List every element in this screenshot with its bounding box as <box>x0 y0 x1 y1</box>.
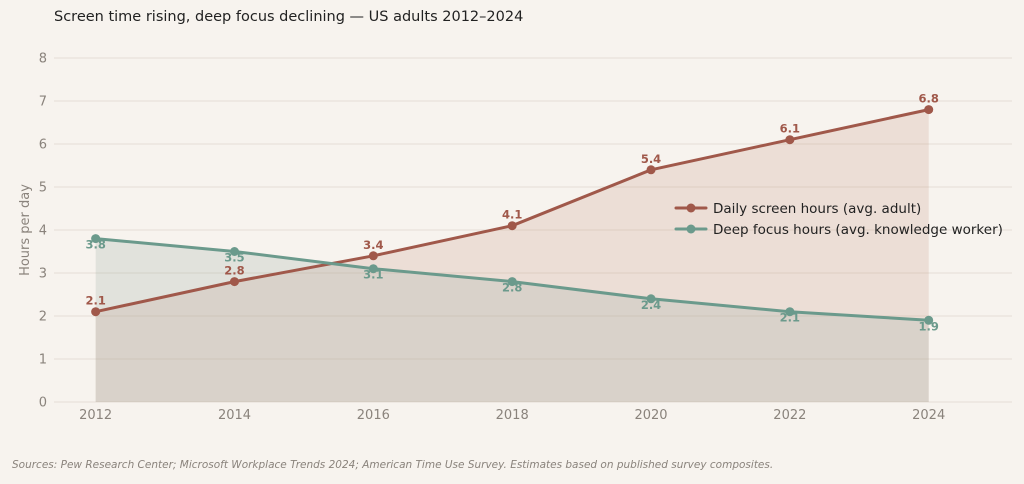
y-tick-label: 0 <box>39 396 47 411</box>
data-point <box>924 315 934 325</box>
data-point <box>646 165 656 175</box>
y-tick-label: 7 <box>39 95 47 110</box>
y-tick-label: 4 <box>39 224 47 239</box>
data-label: 2.1 <box>780 311 800 325</box>
y-tick-label: 3 <box>39 267 47 282</box>
x-tick-label: 2022 <box>773 408 806 423</box>
chart-title: Screen time rising, deep focus declining… <box>54 9 524 25</box>
legend: Daily screen hours (avg. adult) Deep focu… <box>674 201 1003 238</box>
x-tick-label: 2024 <box>912 408 945 423</box>
data-point <box>229 277 239 287</box>
legend-swatch-marker <box>686 203 696 213</box>
y-axis-title: Hours per day <box>18 184 33 276</box>
data-label: 6.1 <box>780 122 800 136</box>
data-labels: 2.1 2.8 3.4 4.1 5.4 6.1 6.8 3.8 3.5 3.1 2.8 2.4 2.1 1… <box>85 92 938 334</box>
data-label: 2.4 <box>641 298 661 312</box>
y-tick-label: 2 <box>39 310 47 325</box>
x-tick-label: 2016 <box>357 408 390 423</box>
data-point <box>785 135 795 145</box>
data-label: 5.4 <box>641 152 661 166</box>
data-point <box>229 247 239 256</box>
series-area-2 <box>95 238 929 402</box>
x-tick-label: 2020 <box>634 408 667 423</box>
data-points <box>91 105 934 325</box>
data-label: 3.5 <box>224 251 244 265</box>
x-tick-label: 2014 <box>218 408 251 423</box>
data-label: 3.4 <box>363 238 383 252</box>
data-point <box>368 251 378 261</box>
y-tick-label: 6 <box>39 138 47 153</box>
legend-entry: Daily screen hours (avg. adult) <box>713 201 921 217</box>
y-tick-label: 8 <box>39 52 47 67</box>
data-point <box>785 307 795 317</box>
x-tick-label: 2018 <box>496 408 529 423</box>
y-tick-label: 5 <box>39 181 47 196</box>
data-point <box>91 234 101 244</box>
data-label: 2.8 <box>502 281 522 295</box>
legend-swatch-marker <box>686 224 696 234</box>
axes: 0 1 2 3 4 5 6 7 8 2012 2014 2016 2018 2020 2022 2024 Hou… <box>18 52 945 424</box>
x-tick-label: 2012 <box>79 408 112 423</box>
data-point <box>646 294 656 304</box>
data-label: 2.8 <box>224 264 244 278</box>
data-label: 2.1 <box>85 294 105 308</box>
data-label: 1.9 <box>919 319 939 333</box>
series-area-1 <box>95 109 929 402</box>
data-point <box>507 221 517 231</box>
data-label: 6.8 <box>919 92 939 106</box>
data-label: 3.8 <box>85 238 105 252</box>
y-tick-label: 1 <box>39 353 47 368</box>
data-point <box>91 307 101 317</box>
data-point <box>924 105 934 115</box>
data-point <box>368 264 378 274</box>
data-point <box>507 277 517 287</box>
source-note: Sources: Pew Research Center; Microsoft … <box>12 459 774 471</box>
area-fills <box>95 109 929 402</box>
data-label: 4.1 <box>502 208 522 222</box>
data-label: 3.1 <box>363 268 383 282</box>
legend-entry: Deep focus hours (avg. knowledge worker) <box>713 222 1003 238</box>
